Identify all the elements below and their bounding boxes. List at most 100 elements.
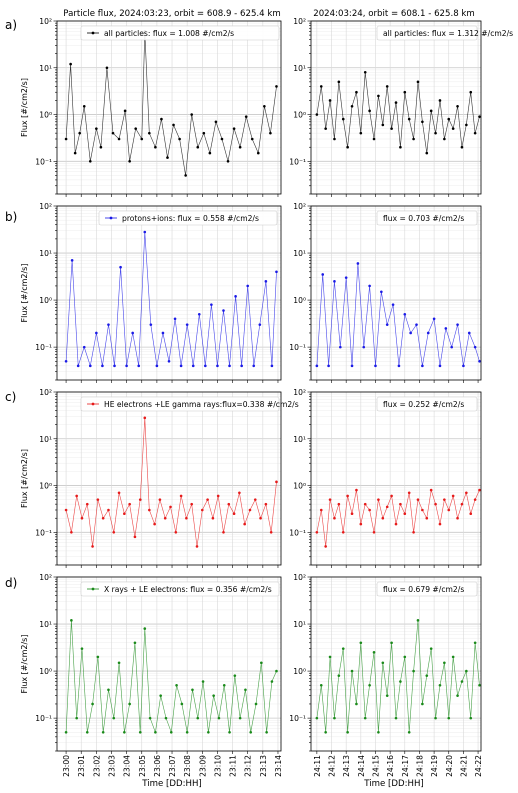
panel-c-right-data-point	[403, 512, 407, 515]
panel-b-left-data-point	[70, 259, 74, 262]
panel-a-left-frame	[56, 20, 282, 195]
panel-c-right-data-point	[390, 494, 393, 498]
panel-b-right-data-point	[462, 364, 465, 368]
panel-b-left-data-point	[143, 230, 147, 234]
panel-d-left-ytick-label: 10⁰	[39, 667, 52, 676]
panel-c-left-data-point	[195, 545, 199, 548]
panel-d-right-data-point	[337, 674, 341, 677]
panel-d-right-xtick-label: 24:14	[357, 755, 366, 777]
left-x-axis-label: Time [DD:HH]	[141, 779, 202, 789]
panel-b-left-legend-marker	[109, 216, 113, 220]
panel-d-left-legend: X rays + LE electrons: flux = 0.356 #/cm…	[80, 581, 280, 597]
panel-b-right-data-point	[391, 303, 395, 306]
panel-c-right-data-point	[363, 502, 367, 506]
panel-a-right-ytick-label: 10⁻¹	[289, 157, 306, 166]
panel-c-right-data-point	[333, 516, 336, 520]
panel-a-left-data-point	[226, 160, 230, 163]
panel-c-left-data-point	[243, 522, 246, 526]
panel-a-right-data-point	[377, 94, 380, 98]
panel-b-left-data-point	[258, 323, 262, 326]
panel-b-left-data-point	[155, 364, 159, 368]
panel-a-right-data-point	[319, 85, 323, 88]
panel-d-right-data-point	[341, 647, 345, 650]
panel-a-right-data-point	[381, 123, 385, 127]
panel-a-left-y-axis-label: Flux [#/cm2/s]	[20, 78, 29, 137]
panel-b-right-frame	[310, 205, 482, 381]
panel-b-left-data-point	[270, 364, 274, 368]
panel-b-left-data-point	[234, 295, 237, 298]
panel-a-left-data-point	[117, 137, 121, 141]
panel-d-left-data-point	[107, 688, 110, 692]
panel-a-left-data-point	[88, 160, 92, 163]
panel-c-left-frame	[56, 391, 282, 566]
panel-label-c: c)	[5, 390, 16, 404]
panel-b-left: 10⁻¹ 10⁰ 10¹ 10² Flux [#/cm2/s] protons+ions:…	[20, 202, 282, 383]
panel-d-left-data-point	[265, 730, 268, 734]
panel-c-right-data-point	[337, 502, 341, 506]
panel-d-left-data-point	[180, 702, 184, 706]
panel-d-left-data-point	[244, 688, 247, 692]
panel-c-right-data-point	[319, 508, 323, 512]
panel-d-right-data-point	[350, 669, 354, 673]
panel-a-left-data-point	[208, 151, 212, 155]
panel-c-right-data-point	[385, 505, 389, 509]
panel-d-right-data-point	[346, 730, 349, 734]
panel-b-left-data-point	[95, 331, 98, 335]
panel-b-right-data-point	[380, 290, 383, 294]
panel-c-right-data-point	[324, 545, 327, 548]
panel-d-left-data-point	[75, 716, 78, 720]
panel-b-right-data-point	[327, 364, 330, 368]
panel-a-right-data-point	[403, 90, 407, 94]
panel-c-right-series-line	[316, 489, 480, 547]
panel-c-right-data-point	[434, 502, 437, 506]
panel-d-left-y-axis-label: Flux [#/cm2/s]	[20, 635, 29, 694]
panel-d-left-xtick-label: 23:00	[62, 755, 71, 777]
panel-a-right-data-point	[421, 120, 424, 124]
panel-b-right-data-point	[356, 262, 360, 265]
panel-d-left-ytick-label: 10⁻¹	[35, 714, 52, 723]
panel-c-left-data-point	[148, 508, 151, 512]
panel-a-left-legend: all particles: flux = 1.008 #/cm2/s	[80, 25, 280, 41]
panel-d-left-ytick-label: 10¹	[39, 620, 52, 629]
panel-c-left-ytick-label: 10⁻¹	[35, 528, 52, 537]
panel-c-left-data-point	[75, 494, 78, 498]
panel-d-right-xtick-label: 24:12	[328, 755, 337, 777]
panel-a-right-data-point	[447, 117, 451, 121]
panel-d-left-data-point	[228, 730, 231, 734]
panel-c-right-data-point	[438, 522, 442, 526]
panel-a-right-data-point	[363, 71, 367, 74]
panel-d-right-data-point	[359, 641, 363, 645]
panel-a-right-data-point	[372, 137, 376, 141]
panel-b-right-data-point	[415, 323, 418, 326]
panel-c-left-data-point	[275, 480, 278, 484]
panel-c-right-data-point	[478, 488, 481, 492]
panel-c-right-data-point	[350, 512, 354, 515]
panel-c-left-data-point	[222, 531, 225, 534]
panel-a-left-data-point	[269, 131, 272, 135]
panel-d-right-xtick-label: 24:18	[415, 755, 424, 777]
panel-a-right-series-line	[316, 72, 480, 154]
panel-b-left-data-point	[204, 364, 207, 368]
panel-c-left-data-point	[179, 494, 183, 498]
panel-d-right-xtick-label: 24:22	[474, 755, 483, 777]
panel-c-left-data-point	[163, 516, 167, 520]
panel-b-left-data-point	[88, 364, 92, 368]
panel-d-left-data-point	[217, 716, 221, 720]
panel-b-right-data-point	[409, 331, 412, 335]
panel-c-left-legend-label: HE electrons +LE gamma rays:flux=0.338 #…	[104, 400, 299, 409]
panel-d-left-data-point	[191, 688, 194, 692]
panel-c-left-series-line	[65, 417, 277, 547]
panel-a-left: 10⁻¹ 10⁰ 10¹ 10² Flux [#/cm2/s] all particles…	[20, 17, 282, 197]
panel-d-left-data-point	[112, 716, 116, 720]
panel-c-left-data-point	[153, 522, 156, 526]
panel-c-left-data-point	[64, 508, 68, 512]
panel-a-right-data-point	[438, 99, 442, 102]
panel-c-right-ytick-label: 10⁻¹	[289, 528, 306, 537]
panel-b-left-data-point	[76, 364, 80, 368]
panel-a-left-data-point	[275, 85, 278, 88]
panel-b-right-data-point	[385, 323, 389, 326]
panel-b-right-data-point	[403, 312, 407, 316]
panel-c-right-ytick-label: 10²	[293, 388, 306, 397]
panel-c-right-ytick-label: 10¹	[293, 435, 306, 444]
panel-a-right-data-point	[355, 90, 358, 94]
